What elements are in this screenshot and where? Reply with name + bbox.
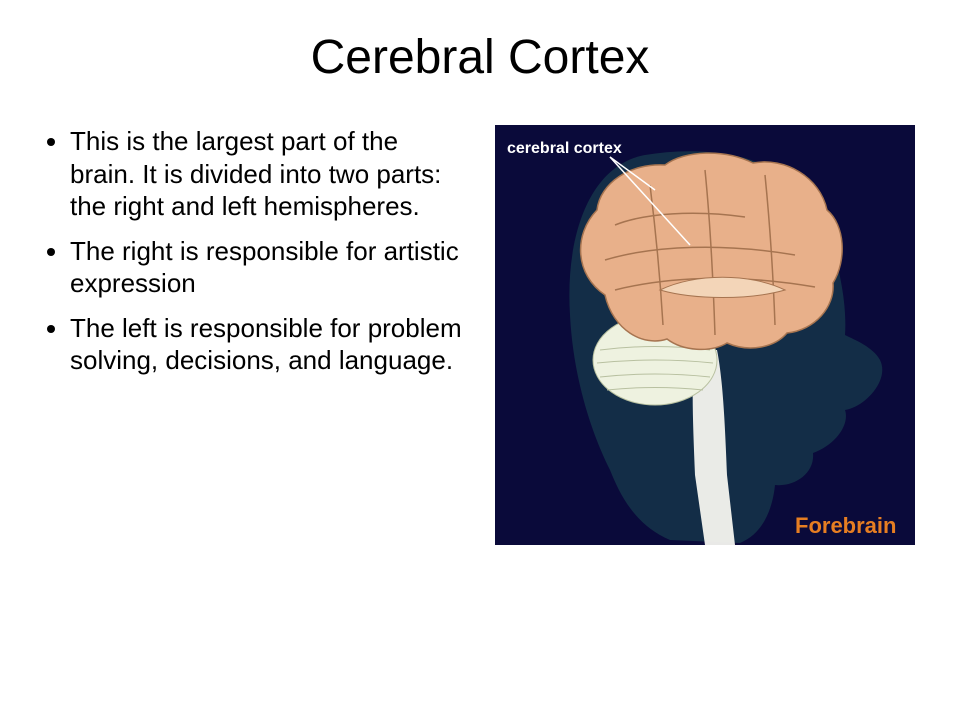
brain-diagram: cerebral cortex Forebrain [495,125,915,545]
bullet-item: This is the largest part of the brain. I… [70,125,470,223]
diagram-wrap: cerebral cortex Forebrain [490,125,920,545]
diagram-label-bottom: Forebrain [795,513,896,538]
cerebral-cortex [581,153,843,349]
slide-title: Cerebral Cortex [40,30,920,85]
bullet-list: This is the largest part of the brain. I… [40,125,470,545]
bullet-item: The left is responsible for problem solv… [70,312,470,377]
content-row: This is the largest part of the brain. I… [40,125,920,545]
diagram-label-top: cerebral cortex [507,140,622,157]
slide-container: Cerebral Cortex This is the largest part… [0,0,960,720]
bullet-item: The right is responsible for artistic ex… [70,235,470,300]
